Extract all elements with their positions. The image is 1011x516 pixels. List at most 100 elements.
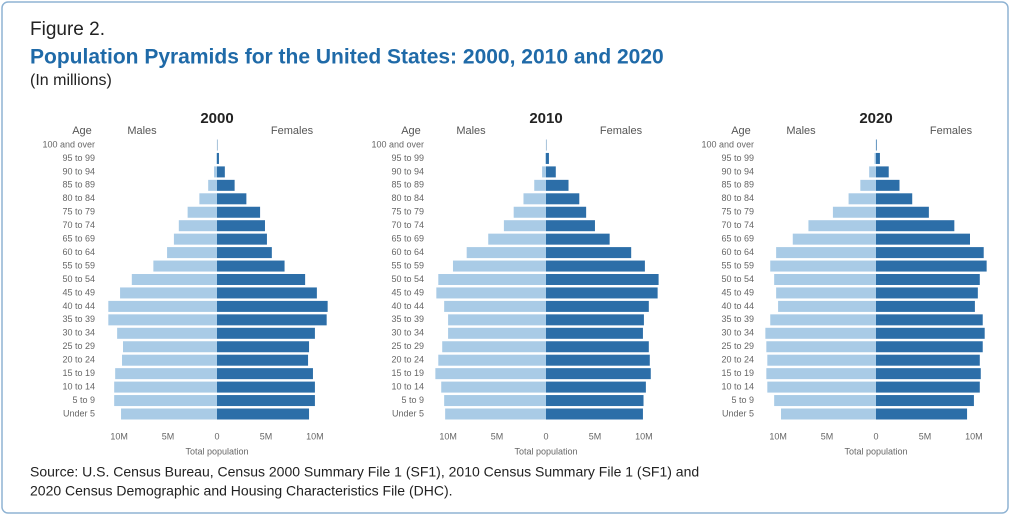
y-tick-label: 45 to 49 bbox=[391, 287, 424, 297]
bar bbox=[774, 395, 876, 407]
y-tick-label: 15 to 19 bbox=[62, 368, 95, 378]
bar bbox=[876, 368, 981, 380]
y-tick-label: 30 to 34 bbox=[721, 328, 754, 338]
bar bbox=[545, 152, 546, 164]
bar bbox=[546, 179, 569, 191]
bar bbox=[122, 354, 217, 366]
x-tick-label: 5M bbox=[491, 431, 504, 441]
bar bbox=[448, 314, 546, 326]
panel-title: 2000 bbox=[200, 110, 233, 127]
legend-label: Males bbox=[127, 125, 157, 137]
bar bbox=[217, 206, 261, 218]
bar bbox=[770, 314, 876, 326]
bar bbox=[523, 193, 546, 205]
y-tick-label: 25 to 29 bbox=[62, 341, 95, 351]
bar bbox=[534, 179, 546, 191]
bar bbox=[438, 274, 546, 285]
bar bbox=[546, 314, 644, 326]
y-tick-label: 60 to 64 bbox=[391, 247, 424, 257]
x-tick-label: 0 bbox=[873, 431, 878, 441]
bar bbox=[792, 233, 876, 245]
bar bbox=[178, 220, 217, 232]
bar bbox=[121, 408, 217, 420]
y-tick-label: 70 to 74 bbox=[62, 220, 95, 230]
y-tick-label: 40 to 44 bbox=[391, 301, 424, 311]
bar bbox=[217, 395, 315, 407]
bar bbox=[876, 287, 978, 299]
bar bbox=[214, 166, 217, 178]
bar bbox=[452, 260, 546, 272]
bar bbox=[876, 152, 880, 164]
y-tick-label: Under 5 bbox=[63, 408, 95, 418]
bar bbox=[445, 408, 546, 420]
y-tick-label: 90 to 94 bbox=[62, 166, 95, 176]
bar bbox=[208, 179, 217, 191]
bar bbox=[876, 381, 980, 393]
x-tick-label: 5M bbox=[919, 431, 932, 441]
bar bbox=[115, 368, 217, 380]
bar bbox=[876, 327, 985, 339]
y-tick-label: 40 to 44 bbox=[62, 301, 95, 311]
x-tick-label: 10M bbox=[965, 431, 983, 441]
bar bbox=[546, 274, 659, 285]
bar bbox=[546, 327, 643, 339]
x-tick-label: 10M bbox=[635, 431, 653, 441]
bar bbox=[444, 395, 546, 407]
y-tick-label: 65 to 69 bbox=[721, 234, 754, 244]
bar bbox=[869, 166, 876, 178]
bar bbox=[488, 233, 546, 245]
y-tick-label: 60 to 64 bbox=[62, 247, 95, 257]
y-tick-label: 70 to 74 bbox=[391, 220, 424, 230]
bar bbox=[546, 300, 649, 312]
bar bbox=[120, 287, 217, 299]
bar bbox=[448, 327, 546, 339]
y-tick-label: 20 to 24 bbox=[391, 355, 424, 365]
y-tick-label: 75 to 79 bbox=[62, 207, 95, 217]
x-axis-label: Total population bbox=[185, 446, 248, 456]
bar bbox=[466, 247, 546, 259]
x-tick-label: 5M bbox=[162, 431, 175, 441]
bar bbox=[217, 220, 265, 232]
bar bbox=[546, 206, 587, 218]
y-tick-label: 35 to 39 bbox=[62, 314, 95, 324]
y-tick-label: 10 to 14 bbox=[721, 381, 754, 391]
bar bbox=[217, 381, 315, 393]
bar bbox=[217, 354, 309, 366]
bar bbox=[217, 233, 267, 245]
y-tick-label: 5 to 9 bbox=[731, 395, 754, 405]
bar bbox=[546, 247, 632, 259]
bar bbox=[441, 381, 546, 393]
legend-label: Females bbox=[930, 125, 973, 137]
bar bbox=[848, 193, 876, 205]
bar bbox=[876, 300, 975, 312]
bar bbox=[217, 327, 315, 339]
y-tick-label: 100 and over bbox=[42, 139, 95, 149]
x-tick-label: 5M bbox=[260, 431, 273, 441]
bar bbox=[217, 179, 235, 191]
bar bbox=[766, 368, 876, 380]
x-tick-label: 0 bbox=[543, 431, 548, 441]
bar bbox=[217, 300, 328, 312]
bar bbox=[774, 274, 876, 285]
bar bbox=[546, 381, 646, 393]
y-tick-label: 25 to 29 bbox=[721, 341, 754, 351]
bar bbox=[187, 206, 217, 218]
y-tick-label: 25 to 29 bbox=[391, 341, 424, 351]
bar bbox=[546, 395, 644, 407]
y-tick-label: 80 to 84 bbox=[391, 193, 424, 203]
bar bbox=[108, 300, 217, 312]
bar bbox=[217, 408, 310, 420]
y-tick-label: 85 to 89 bbox=[391, 180, 424, 190]
bar bbox=[217, 260, 285, 272]
y-tick-label: 20 to 24 bbox=[721, 355, 754, 365]
bar bbox=[153, 260, 217, 272]
bar bbox=[131, 274, 217, 285]
y-tick-label: 50 to 54 bbox=[721, 274, 754, 284]
subtitle: (In millions) bbox=[30, 72, 112, 89]
bar bbox=[217, 152, 219, 164]
y-tick-label: 80 to 84 bbox=[62, 193, 95, 203]
bar bbox=[546, 354, 650, 366]
x-tick-label: 0 bbox=[214, 431, 219, 441]
x-tick-label: 5M bbox=[821, 431, 834, 441]
